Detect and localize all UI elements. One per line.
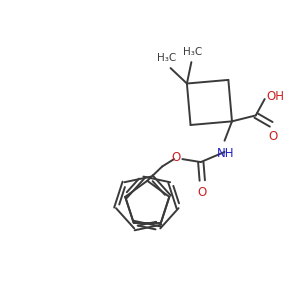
Text: O: O: [171, 151, 180, 164]
Text: O: O: [268, 130, 277, 143]
Text: O: O: [198, 186, 207, 200]
Text: H₃C: H₃C: [183, 47, 202, 57]
Text: NH: NH: [216, 147, 234, 160]
Text: OH: OH: [266, 90, 284, 103]
Text: H₃C: H₃C: [158, 53, 177, 63]
